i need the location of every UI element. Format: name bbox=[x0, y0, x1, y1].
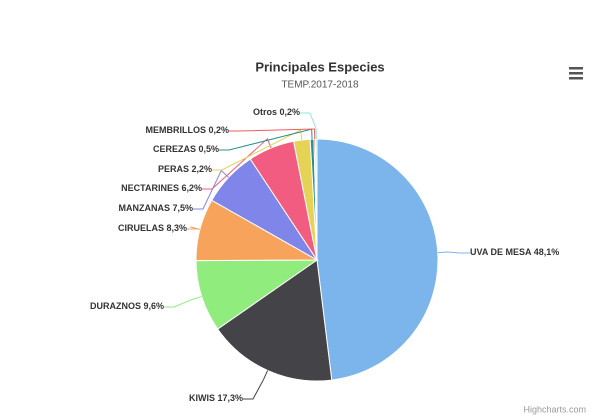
value-label: 17,3% bbox=[217, 393, 243, 403]
category-name: CIRUELAS bbox=[118, 223, 164, 233]
value-label: 0,2% bbox=[279, 107, 300, 117]
pie-slice bbox=[314, 138, 318, 261]
data-label: KIWIS 17,3% bbox=[189, 393, 243, 403]
connector bbox=[437, 251, 470, 254]
data-label: CEREZAS 0,5% bbox=[153, 144, 219, 154]
category-name: UVA DE MESA bbox=[470, 247, 532, 257]
value-label: 9,6% bbox=[143, 301, 164, 311]
connector bbox=[300, 112, 317, 140]
menu-bar bbox=[569, 72, 583, 75]
connector bbox=[187, 226, 201, 230]
data-label: CIRUELAS 8,3% bbox=[118, 223, 187, 233]
data-label: NECTARINES 6,2% bbox=[121, 183, 202, 193]
data-label: DURAZNOS 9,6% bbox=[90, 301, 164, 311]
menu-bar bbox=[569, 77, 583, 80]
value-label: 7,5% bbox=[172, 203, 193, 213]
data-label: MEMBRILLOS 0,2% bbox=[145, 125, 229, 135]
category-name: Otros bbox=[253, 107, 277, 117]
pie-slice bbox=[216, 259, 333, 382]
value-label: 6,2% bbox=[181, 183, 202, 193]
menu-bar bbox=[569, 67, 583, 70]
category-name: DURAZNOS bbox=[90, 301, 141, 311]
value-label: 8,3% bbox=[166, 223, 187, 233]
credits[interactable]: Highcharts.com bbox=[523, 404, 586, 414]
category-name: CEREZAS bbox=[153, 144, 196, 154]
connector bbox=[243, 370, 269, 400]
chart-subtitle: TEMP.2017-2018 bbox=[281, 80, 359, 91]
connector bbox=[219, 128, 313, 151]
category-name: MANZANAS bbox=[118, 203, 170, 213]
value-label: 48,1% bbox=[534, 247, 560, 257]
connector bbox=[212, 129, 303, 171]
connector bbox=[229, 128, 316, 140]
data-label: UVA DE MESA 48,1% bbox=[470, 247, 559, 257]
data-label: MANZANAS 7,5% bbox=[118, 203, 193, 213]
chart-title: Principales Especies bbox=[255, 59, 384, 74]
category-name: PERAS bbox=[158, 164, 189, 174]
connector bbox=[202, 137, 272, 190]
value-label: 0,2% bbox=[208, 125, 229, 135]
data-label: Otros 0,2% bbox=[253, 107, 300, 117]
category-name: KIWIS bbox=[189, 393, 215, 403]
category-name: NECTARINES bbox=[121, 183, 179, 193]
category-name: MEMBRILLOS bbox=[145, 125, 206, 135]
data-label: PERAS 2,2% bbox=[158, 164, 212, 174]
connector bbox=[164, 295, 202, 308]
pie-slice bbox=[316, 138, 439, 381]
connector bbox=[193, 169, 229, 210]
value-label: 2,2% bbox=[191, 164, 212, 174]
menu-button[interactable] bbox=[569, 67, 583, 80]
value-label: 0,5% bbox=[198, 144, 219, 154]
